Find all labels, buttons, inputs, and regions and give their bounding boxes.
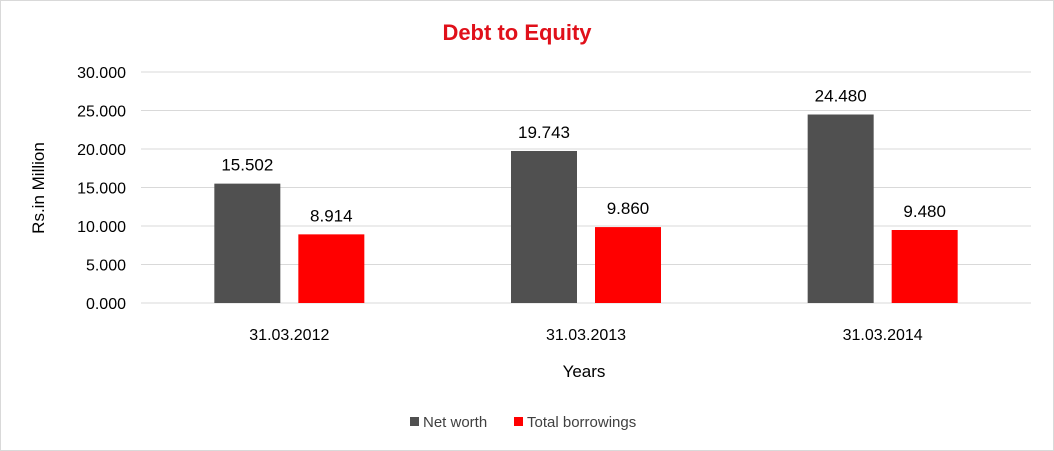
legend-swatch bbox=[514, 417, 523, 426]
data-label: 8.914 bbox=[310, 206, 353, 225]
data-labels: 15.502 8.914 19.743 9.860 24.480 9.480 bbox=[221, 87, 946, 226]
y-tick-label: 15.000 bbox=[77, 181, 126, 198]
legend-swatch bbox=[410, 417, 419, 426]
legend: Net worth Total borrowings bbox=[410, 414, 636, 431]
legend-label: Net worth bbox=[423, 414, 487, 431]
x-axis-title: Years bbox=[563, 362, 606, 381]
y-tick-label: 20.000 bbox=[77, 142, 126, 159]
bar-total-borrowings bbox=[891, 230, 958, 303]
bar-net-worth bbox=[807, 114, 874, 303]
y-axis-ticks: 0.000 5.000 10.000 15.000 20.000 25.000 30.000 bbox=[77, 65, 126, 313]
y-tick-label: 30.000 bbox=[77, 65, 126, 82]
x-tick-label: 31.03.2012 bbox=[249, 327, 329, 344]
data-label: 24.480 bbox=[815, 87, 867, 106]
y-tick-label: 10.000 bbox=[77, 219, 126, 236]
y-tick-label: 0.000 bbox=[86, 296, 126, 313]
y-tick-label: 25.000 bbox=[77, 104, 126, 121]
bar-net-worth bbox=[511, 150, 577, 303]
data-label: 19.743 bbox=[518, 123, 570, 142]
legend-label: Total borrowings bbox=[527, 414, 636, 431]
data-label: 9.480 bbox=[903, 202, 946, 221]
chart-title: Debt to Equity bbox=[442, 20, 592, 45]
data-label: 15.502 bbox=[221, 156, 273, 175]
gridlines bbox=[141, 71, 1031, 304]
legend-item: Total borrowings bbox=[514, 414, 636, 431]
bar-net-worth bbox=[214, 183, 281, 303]
x-axis-ticks: 31.03.2012 31.03.2013 31.03.2014 bbox=[249, 327, 923, 344]
x-tick-label: 31.03.2013 bbox=[546, 327, 626, 344]
bars bbox=[214, 114, 958, 303]
bar-total-borrowings bbox=[298, 234, 365, 303]
y-axis-title: Rs.in Million bbox=[29, 142, 48, 234]
legend-item: Net worth bbox=[410, 414, 487, 431]
x-tick-label: 31.03.2014 bbox=[843, 327, 923, 344]
bar-total-borrowings bbox=[595, 227, 661, 303]
y-tick-label: 5.000 bbox=[86, 258, 126, 275]
data-label: 9.860 bbox=[607, 199, 650, 218]
